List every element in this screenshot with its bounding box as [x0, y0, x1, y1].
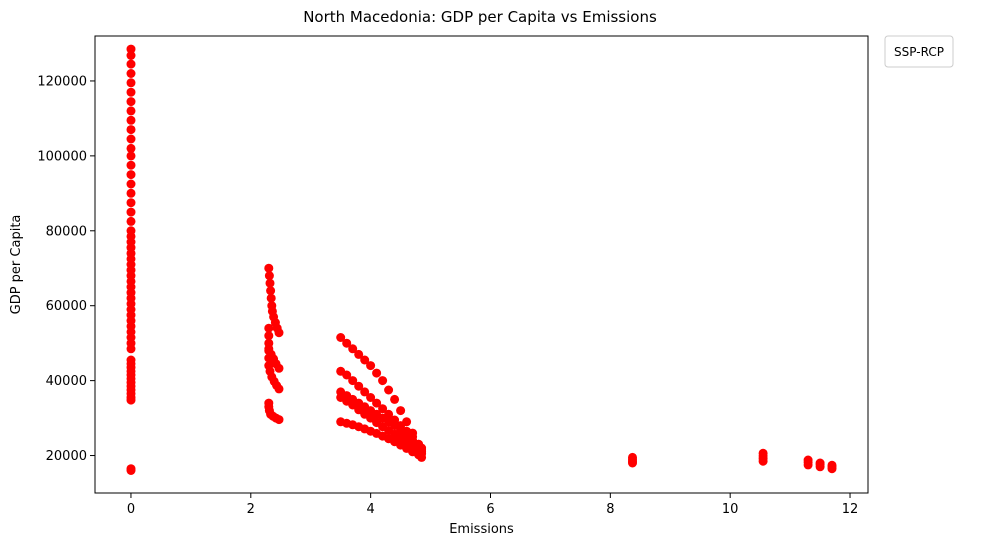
- data-point: [264, 323, 274, 333]
- data-point: [417, 452, 427, 462]
- data-point: [758, 448, 768, 458]
- data-point: [126, 115, 136, 125]
- data-point: [396, 406, 406, 416]
- data-point: [126, 170, 136, 180]
- chart-title: North Macedonia: GDP per Capita vs Emiss…: [303, 8, 657, 26]
- legend-box: [884, 35, 954, 68]
- y-tick-label: 20000: [46, 449, 87, 464]
- x-tick-label: 8: [606, 502, 614, 517]
- data-point: [126, 151, 136, 161]
- data-point: [126, 125, 136, 135]
- points-layer: [126, 44, 837, 475]
- data-point: [265, 278, 275, 288]
- y-axis: 20000 40000 60000 80000 100000 120000: [37, 74, 95, 464]
- data-point: [354, 381, 364, 391]
- data-point: [366, 361, 376, 371]
- data-point: [815, 458, 825, 468]
- data-point: [378, 404, 388, 414]
- data-point: [126, 188, 136, 198]
- data-point: [126, 106, 136, 116]
- data-point: [126, 198, 136, 208]
- data-point: [360, 387, 370, 397]
- y-tick-label: 120000: [37, 74, 87, 89]
- data-point: [372, 398, 382, 408]
- x-axis-label: Emissions: [449, 522, 514, 537]
- data-point: [264, 263, 274, 273]
- data-point: [126, 134, 136, 144]
- data-point: [628, 452, 637, 462]
- data-point: [348, 344, 358, 354]
- legend-title: SSP-RCP: [894, 45, 944, 59]
- data-point: [126, 78, 136, 88]
- data-point: [126, 179, 136, 189]
- data-point: [126, 464, 136, 474]
- data-point: [266, 286, 276, 296]
- data-point: [126, 160, 136, 170]
- y-tick-label: 100000: [37, 149, 87, 164]
- x-tick-label: 0: [127, 502, 135, 517]
- data-point: [827, 460, 837, 470]
- data-point: [264, 331, 274, 341]
- data-point: [372, 368, 382, 378]
- data-point: [126, 216, 136, 226]
- y-tick-label: 60000: [46, 299, 87, 314]
- data-point: [126, 69, 136, 78]
- data-point: [126, 355, 136, 365]
- data-point: [354, 349, 364, 359]
- x-tick-label: 6: [486, 502, 494, 517]
- data-point: [264, 271, 274, 281]
- data-point: [342, 370, 352, 380]
- data-point: [348, 376, 358, 386]
- data-point: [266, 293, 276, 303]
- data-point: [274, 415, 284, 425]
- data-point: [384, 385, 394, 395]
- data-point: [378, 376, 388, 386]
- data-point: [348, 400, 358, 410]
- plot-frame: [94, 35, 869, 494]
- data-point: [390, 394, 400, 404]
- x-tick-label: 2: [247, 502, 255, 517]
- data-point: [126, 226, 136, 236]
- data-point: [274, 384, 284, 394]
- data-point: [126, 143, 136, 153]
- x-tick-label: 4: [367, 502, 375, 517]
- data-point: [126, 207, 136, 217]
- data-point: [126, 97, 136, 107]
- y-tick-label: 80000: [46, 224, 87, 239]
- x-tick-label: 10: [722, 502, 739, 517]
- data-point: [274, 363, 284, 373]
- y-tick-label: 40000: [46, 374, 87, 389]
- data-point: [126, 87, 136, 97]
- x-axis: 0 2 4 6 8 10 12: [127, 493, 858, 517]
- y-axis-label: GDP per Capita: [9, 215, 24, 315]
- data-point: [274, 328, 284, 338]
- data-point: [126, 51, 136, 60]
- data-point: [126, 44, 136, 54]
- legend: SSP-RCP: [884, 35, 954, 68]
- data-point: [366, 393, 376, 402]
- data-point: [342, 338, 352, 348]
- data-point: [336, 333, 346, 342]
- data-point: [360, 355, 370, 365]
- data-point: [126, 59, 136, 69]
- x-tick-label: 12: [842, 502, 859, 517]
- data-point: [803, 455, 813, 465]
